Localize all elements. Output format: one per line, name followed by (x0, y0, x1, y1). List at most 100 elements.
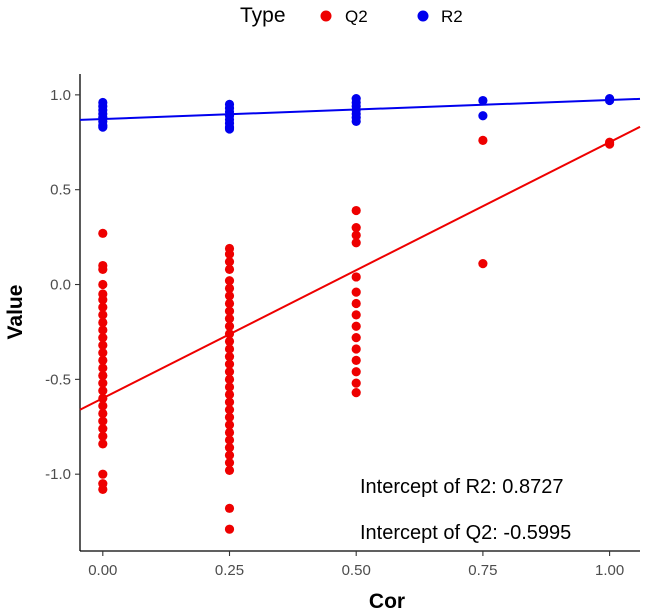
point-q2 (98, 424, 108, 434)
point-q2 (98, 295, 108, 305)
data-points (98, 94, 615, 534)
point-q2 (351, 333, 361, 343)
point-q2 (224, 367, 235, 377)
point-q2 (224, 351, 235, 362)
point-q2 (224, 374, 235, 384)
point-r2 (98, 122, 108, 132)
point-q2 (224, 283, 235, 293)
point-q2 (351, 287, 361, 297)
legend-swatch-r2 (417, 10, 429, 22)
point-q2 (224, 458, 235, 468)
point-q2 (604, 139, 615, 149)
point-q2 (224, 435, 235, 445)
point-q2 (98, 386, 108, 396)
point-q2 (224, 397, 235, 407)
point-q2 (224, 276, 235, 286)
point-q2 (98, 264, 108, 274)
point-q2 (224, 405, 235, 415)
point-q2 (98, 416, 108, 426)
point-r2 (604, 95, 615, 106)
point-q2 (224, 314, 235, 324)
point-q2 (98, 393, 108, 403)
point-q2 (224, 336, 235, 347)
point-q2 (224, 420, 235, 430)
point-q2 (224, 443, 235, 453)
y-tick-label: -1.0 (45, 466, 71, 483)
point-q2 (98, 317, 108, 328)
point-q2 (98, 408, 108, 419)
point-q2 (224, 503, 235, 513)
point-q2 (478, 259, 488, 269)
point-q2 (224, 249, 235, 259)
point-q2 (224, 465, 235, 475)
point-q2 (351, 230, 361, 240)
x-tick-label: 0.25 (215, 562, 244, 579)
point-q2 (224, 264, 235, 274)
point-q2 (224, 344, 235, 354)
legend-label-q2: Q2 (345, 7, 368, 26)
point-q2 (98, 325, 108, 335)
point-q2 (351, 355, 361, 365)
point-r2 (351, 116, 361, 127)
point-q2 (98, 355, 108, 365)
trend-lines (79, 97, 641, 411)
point-q2 (98, 228, 108, 238)
point-q2 (98, 279, 108, 290)
annotation-q2-intercept: Intercept of Q2: -0.5995 (360, 522, 571, 544)
point-q2 (351, 388, 361, 398)
point-r2 (224, 124, 235, 134)
x-tick-label: 0.00 (88, 562, 117, 579)
point-q2 (351, 344, 361, 354)
point-q2 (351, 272, 361, 282)
point-q2 (224, 329, 235, 339)
x-tick-label: 1.00 (595, 562, 624, 579)
point-q2 (98, 431, 108, 441)
point-q2 (351, 367, 361, 377)
point-q2 (351, 310, 361, 320)
x-axis-ticks: 0.00 0.25 0.50 0.75 1.00 (88, 551, 624, 579)
point-q2 (224, 524, 235, 534)
point-q2 (351, 321, 361, 331)
y-axis-title: Value (4, 285, 27, 340)
point-q2 (351, 238, 361, 248)
point-q2 (224, 291, 235, 301)
point-q2 (351, 298, 361, 309)
point-q2 (224, 359, 235, 369)
legend-label-r2: R2 (441, 7, 463, 26)
point-q2 (98, 310, 108, 320)
legend-swatch-q2 (320, 10, 332, 22)
point-r2 (478, 111, 488, 121)
annotation-r2-intercept: Intercept of R2: 0.8727 (360, 476, 563, 498)
legend: Type Q2 R2 (240, 4, 463, 27)
point-q2 (351, 205, 361, 216)
point-q2 (98, 439, 108, 449)
x-tick-label: 0.50 (342, 562, 371, 579)
point-q2 (98, 348, 108, 358)
point-q2 (224, 382, 235, 392)
point-q2 (98, 363, 108, 373)
y-tick-label: 0.0 (50, 277, 71, 294)
point-r2 (478, 95, 488, 106)
point-q2 (224, 412, 235, 422)
point-q2 (478, 135, 488, 145)
point-q2 (351, 378, 361, 388)
point-q2 (98, 469, 108, 479)
x-axis-title: Cor (369, 590, 405, 613)
point-q2 (351, 223, 361, 233)
point-q2 (98, 302, 108, 312)
point-q2 (224, 298, 235, 309)
point-q2 (98, 378, 108, 388)
point-q2 (98, 370, 108, 381)
x-tick-label: 0.75 (468, 562, 497, 579)
point-q2 (224, 389, 235, 400)
point-q2 (98, 333, 108, 343)
point-q2 (98, 340, 108, 350)
point-q2 (224, 450, 235, 460)
point-q2 (224, 306, 235, 316)
y-tick-label: 0.5 (50, 182, 71, 199)
y-tick-label: -0.5 (45, 371, 71, 388)
point-q2 (98, 484, 108, 494)
point-q2 (224, 257, 235, 267)
trend-line-q2 (79, 125, 641, 411)
point-q2 (224, 321, 235, 331)
